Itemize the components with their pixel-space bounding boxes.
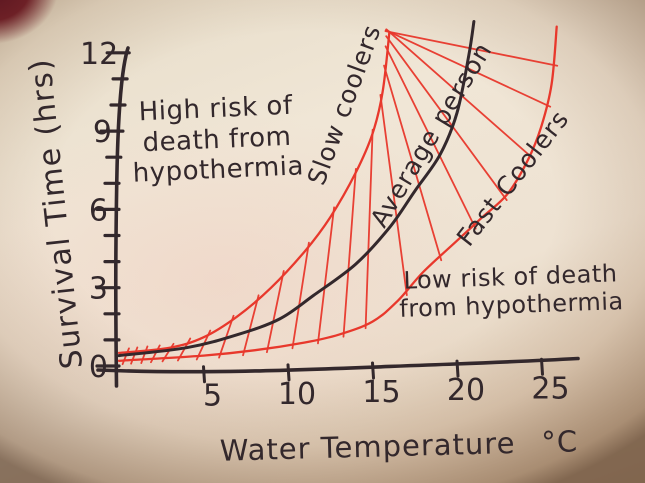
hatch-line-12 [342,167,357,338]
hatch-line-16 [384,45,477,230]
x-tick-15 [371,361,375,380]
x-tick-label-25: 25 [531,371,569,406]
x-tick-20 [455,359,460,378]
hatch-line-13 [364,128,374,330]
x-tick-label-20: 20 [447,373,485,408]
x-tick-label-15: 15 [362,375,400,410]
hatch-line-19 [384,29,552,108]
hatch-line-10 [291,241,310,350]
hatch-line-9 [266,270,285,354]
y-tick-label-6: 6 [89,193,108,228]
annotation-high-risk: High risk of death from hypothermia [94,89,340,191]
hatch-line-8 [242,294,260,357]
annotation-low-risk: Low risk of death from hypothermia [379,258,643,324]
slow-coolers-curve [117,30,391,355]
x-tick-label-10: 10 [278,377,316,412]
x-tick-10 [286,363,291,382]
x-tick-label-5: 5 [203,379,222,414]
y-tick-label-0: 0 [89,350,108,385]
x-axis-unit: °C [540,424,579,460]
hatch-line-17 [385,35,508,201]
y-tick-label-12: 12 [80,37,118,72]
y-tick-label-9: 9 [93,115,112,150]
hatch-line-14 [379,94,408,297]
fast-coolers-label: Fast Coolers [451,105,575,252]
y-tick-label-3: 3 [89,272,108,307]
fast-coolers-curve [117,25,558,362]
x-tick-5 [202,365,206,384]
average-person-curve [117,20,476,358]
hatch-line-15 [383,64,443,262]
hatch-line-11 [317,206,336,345]
x-axis-line [96,356,580,374]
x-tick-25 [540,357,544,376]
hatch-line-18 [385,28,534,160]
